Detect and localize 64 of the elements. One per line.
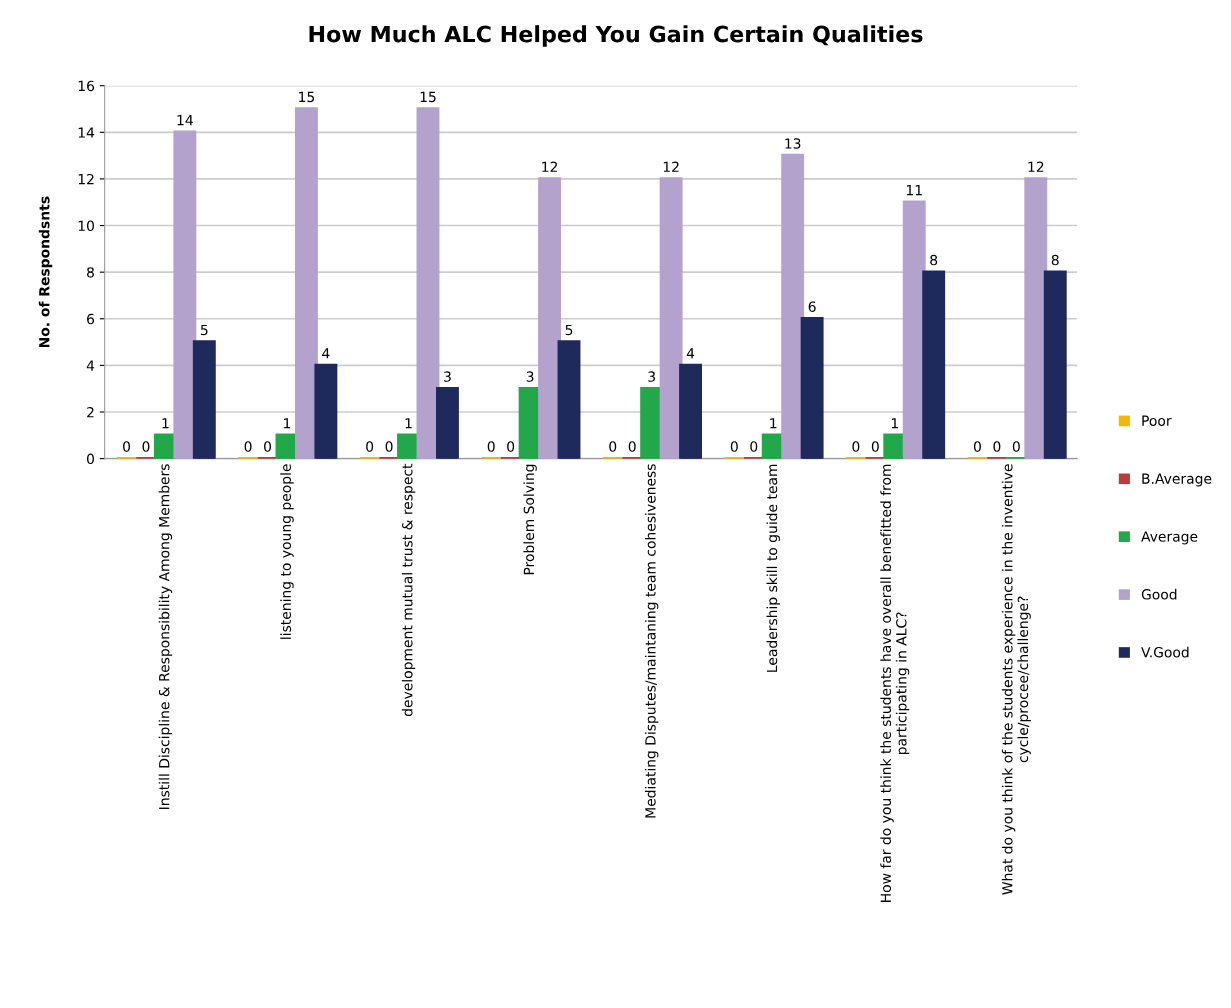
data-label: 15 [299,91,315,103]
y-tick-label: 8 [87,267,94,278]
y-tick-label: 12 [78,173,94,185]
data-label: 0 [871,441,879,452]
data-label: 15 [420,91,436,103]
y-tick-label: 2 [87,406,94,418]
x-tick-label: How far do you think the students have overall benefitted from participating in ALC? [880,464,910,902]
y-tick-label: 4 [86,360,95,371]
data-label: 1 [770,418,777,429]
x-tick-label: Mediating Disputes/maintaning team cohesiveness [644,464,659,818]
legend-label: Good [1141,588,1177,600]
data-label: 1 [891,418,898,429]
data-label: 5 [565,324,573,336]
data-label: 0 [264,441,272,452]
data-label: 3 [444,371,451,382]
data-label: 0 [993,441,1001,452]
y-tick-label: 10 [78,220,94,232]
x-tick-label: Problem Solving [523,464,537,575]
x-tick-label: Instill Discipline & Responsibility Among Members [158,464,173,809]
data-label: 13 [785,138,801,149]
chart-title: How Much ALC Helped You Gain Certain Qualities [309,25,923,47]
data-label: 5 [200,324,208,336]
data-label: 0 [366,441,374,452]
data-label: 0 [609,441,617,452]
data-label: 1 [162,418,169,429]
data-label: 0 [123,441,131,452]
data-label: 12 [1028,161,1044,172]
data-label: 1 [284,418,291,429]
data-label: 12 [663,161,679,172]
data-label: 0 [385,441,393,452]
data-label: 4 [322,348,330,359]
legend-label: Poor [1142,415,1172,426]
data-label: 0 [507,441,515,452]
data-label: 4 [686,348,695,359]
x-tick-label: Leadership skill to guide team [766,464,780,672]
data-label: 14 [177,115,193,126]
data-label: 0 [852,441,860,452]
data-label: 0 [750,441,758,452]
data-label: 0 [1012,441,1020,452]
data-label: 0 [973,441,981,452]
data-label: 1 [405,418,412,429]
legend-label: Average [1141,531,1198,545]
legend-label: B.Average [1142,473,1212,487]
data-label: 8 [1051,254,1059,266]
x-tick-label: development mutual trust & respect [401,463,416,717]
data-label: 3 [526,371,534,382]
x-tick-label: listening to young people [280,464,294,639]
data-label: 12 [542,161,557,172]
data-label: 0 [628,441,636,452]
y-tick-label: 16 [78,80,95,92]
legend-label: V.Good [1141,646,1189,658]
data-label: 0 [142,441,150,452]
data-label: 11 [906,185,922,196]
data-label: 0 [244,441,252,452]
y-axis-title: No. of Respondsnts [38,196,53,348]
x-tick-label: What do you think of the students experience in the inventive cycle/procee/challenge? [1001,464,1031,895]
y-tick-label: 6 [87,313,95,325]
data-label: 0 [487,441,495,452]
data-label: 3 [648,371,655,382]
data-label: 6 [808,301,816,312]
data-label: 8 [930,254,938,266]
y-tick-label: 14 [78,127,95,138]
data-label: 0 [730,441,738,452]
y-tick-label: 0 [86,453,94,465]
